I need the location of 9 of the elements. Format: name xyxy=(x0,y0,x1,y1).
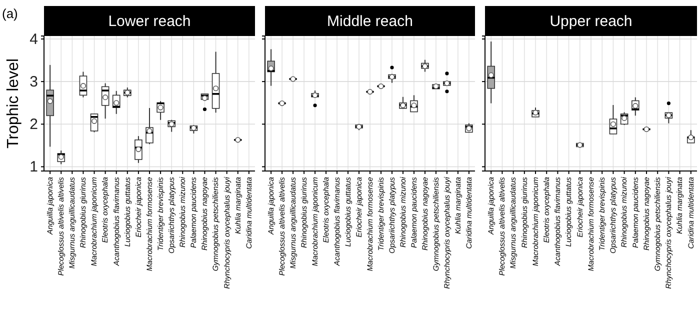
y-tick-label: 1 xyxy=(30,158,38,176)
y-tick-label: 2 xyxy=(30,116,38,133)
chart-title: Upper reach xyxy=(550,13,632,30)
text: (a) xyxy=(2,6,18,21)
y-tick-label: 3 xyxy=(30,73,38,90)
y-axis-title: Trophic level xyxy=(5,58,22,149)
y-tick-label: 4 xyxy=(30,30,38,48)
chart-title: Lower reach xyxy=(108,13,191,30)
chart-title: Middle reach xyxy=(327,13,413,30)
